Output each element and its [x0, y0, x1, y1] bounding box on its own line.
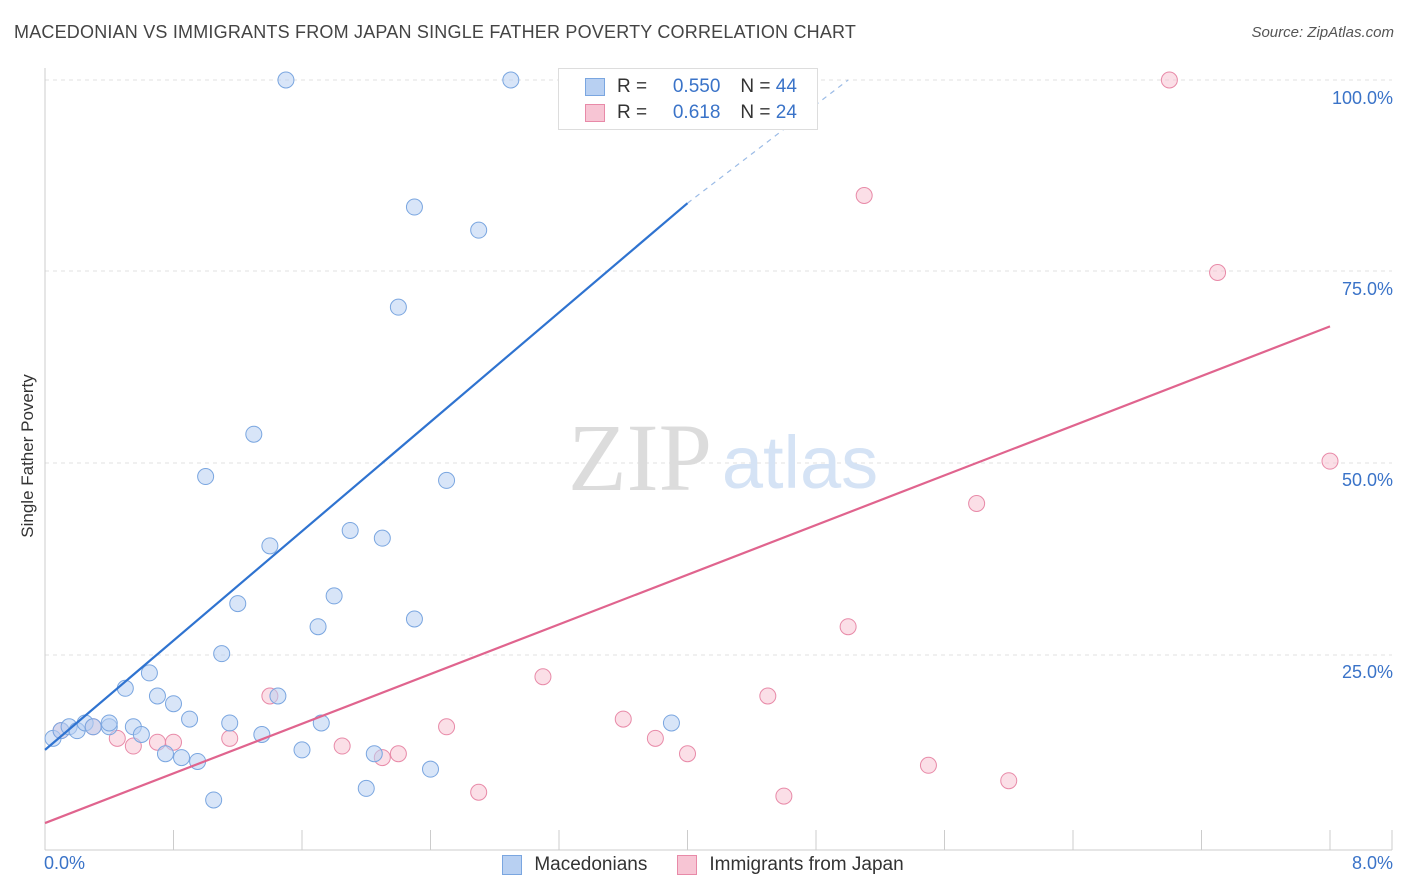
r-label: R =	[617, 76, 648, 97]
data-point-macedonian	[293, 741, 311, 759]
data-point-japan	[839, 618, 857, 636]
data-point-macedonian	[502, 71, 520, 89]
r-value: 0.550	[672, 76, 721, 97]
data-point-macedonian	[405, 198, 423, 216]
series-legend: Macedonians Immigrants from Japan	[0, 852, 1406, 878]
data-point-macedonian	[221, 714, 239, 732]
source-label: Source: ZipAtlas.com	[1251, 24, 1394, 41]
data-point-macedonian	[261, 537, 279, 555]
data-point-macedonian	[373, 529, 391, 547]
watermark-atlas: atlas	[722, 421, 878, 504]
correlation-legend: R = 0.550 N = 44 R = 0.618 N = 24	[558, 68, 818, 130]
legend-swatch-pink	[677, 855, 698, 875]
y-tick-label: 75.0%	[1342, 279, 1393, 299]
data-point-macedonian	[213, 645, 231, 663]
data-point-macedonian	[245, 425, 263, 443]
data-point-macedonian	[662, 714, 680, 732]
data-point-macedonian	[422, 760, 439, 778]
data-point-japan	[534, 668, 552, 686]
data-point-macedonian	[205, 791, 223, 809]
data-point-japan	[1321, 452, 1339, 470]
data-point-macedonian	[156, 745, 174, 763]
x-tick-label: 0.0%	[44, 853, 85, 873]
data-point-macedonian	[365, 745, 383, 763]
data-point-japan	[1160, 71, 1178, 89]
data-point-macedonian	[438, 471, 456, 489]
data-point-japan	[124, 737, 142, 755]
data-point-macedonian	[140, 664, 158, 682]
data-point-macedonian	[100, 714, 118, 732]
data-point-macedonian	[309, 618, 327, 636]
data-point-japan	[759, 687, 777, 705]
data-point-macedonian	[181, 710, 199, 728]
data-point-macedonian	[325, 587, 343, 605]
r-value: 0.618	[672, 102, 721, 123]
data-point-macedonian	[148, 687, 166, 705]
data-point-japan	[438, 718, 456, 736]
data-point-japan	[333, 737, 351, 755]
data-point-japan	[646, 729, 664, 747]
x-tick-label: 8.0%	[1352, 853, 1393, 873]
n-value: 24	[775, 102, 797, 123]
tick-labels: 25.0% 50.0% 75.0% 100.0% 0.0% 8.0%	[44, 88, 1393, 873]
legend-label: Immigrants from Japan	[709, 854, 904, 875]
r-label: R =	[617, 102, 648, 123]
legend-row-macedonians: R = 0.550 N = 44	[585, 75, 797, 99]
data-point-japan	[919, 756, 937, 774]
data-point-japan	[1000, 772, 1018, 790]
data-point-japan	[968, 495, 986, 512]
data-point-macedonian	[173, 749, 191, 767]
data-point-macedonian	[197, 468, 215, 486]
watermark: ZIP atlas	[568, 404, 878, 511]
data-point-macedonian	[341, 521, 359, 539]
n-label: N =	[740, 102, 771, 123]
data-point-japan	[470, 783, 488, 801]
legend-label: Macedonians	[534, 854, 648, 875]
y-tick-label: 100.0%	[1332, 88, 1393, 108]
data-point-japan	[1209, 264, 1227, 281]
data-point-macedonian	[269, 687, 287, 705]
legend-swatch-blue	[585, 78, 605, 96]
data-point-macedonian	[84, 718, 102, 736]
data-point-macedonian	[389, 298, 407, 316]
data-point-macedonian	[229, 595, 247, 613]
trend-lines	[44, 79, 1331, 825]
trend-line-macedonians-extension	[687, 79, 849, 204]
legend-item-macedonians: Macedonians	[502, 854, 647, 876]
data-point-macedonian	[277, 71, 295, 89]
n-value: 44	[775, 76, 797, 97]
legend-row-japan: R = 0.618 N = 24	[585, 101, 797, 125]
axes	[44, 68, 1393, 851]
legend-swatch-blue	[502, 855, 523, 875]
watermark-zip: ZIP	[568, 404, 712, 511]
data-point-japan	[775, 787, 793, 805]
y-axis-label: Single Father Poverty	[18, 374, 37, 538]
chart-title: MACEDONIAN VS IMMIGRANTS FROM JAPAN SING…	[14, 22, 857, 42]
data-point-macedonian	[357, 779, 375, 797]
data-point-macedonian	[165, 695, 182, 713]
n-label: N =	[740, 76, 771, 97]
data-point-japan	[679, 745, 696, 763]
trend-line-japan	[44, 325, 1331, 825]
data-point-japan	[108, 729, 126, 747]
data-point-japan	[165, 733, 182, 751]
gridlines	[45, 79, 1392, 656]
trend-line-macedonians	[44, 202, 689, 751]
data-point-macedonian	[132, 726, 150, 743]
data-point-japan	[221, 729, 239, 747]
data-point-macedonian	[470, 221, 488, 239]
y-tick-label: 50.0%	[1342, 470, 1393, 490]
y-tick-label: 25.0%	[1342, 662, 1393, 682]
data-point-japan	[614, 710, 632, 728]
legend-item-immigrants-from-japan: Immigrants from Japan	[677, 854, 904, 876]
data-point-japan	[389, 745, 407, 763]
legend-swatch-pink	[585, 104, 605, 122]
series-macedonians	[44, 71, 680, 809]
data-point-japan	[855, 187, 873, 204]
data-point-macedonian	[405, 610, 423, 628]
